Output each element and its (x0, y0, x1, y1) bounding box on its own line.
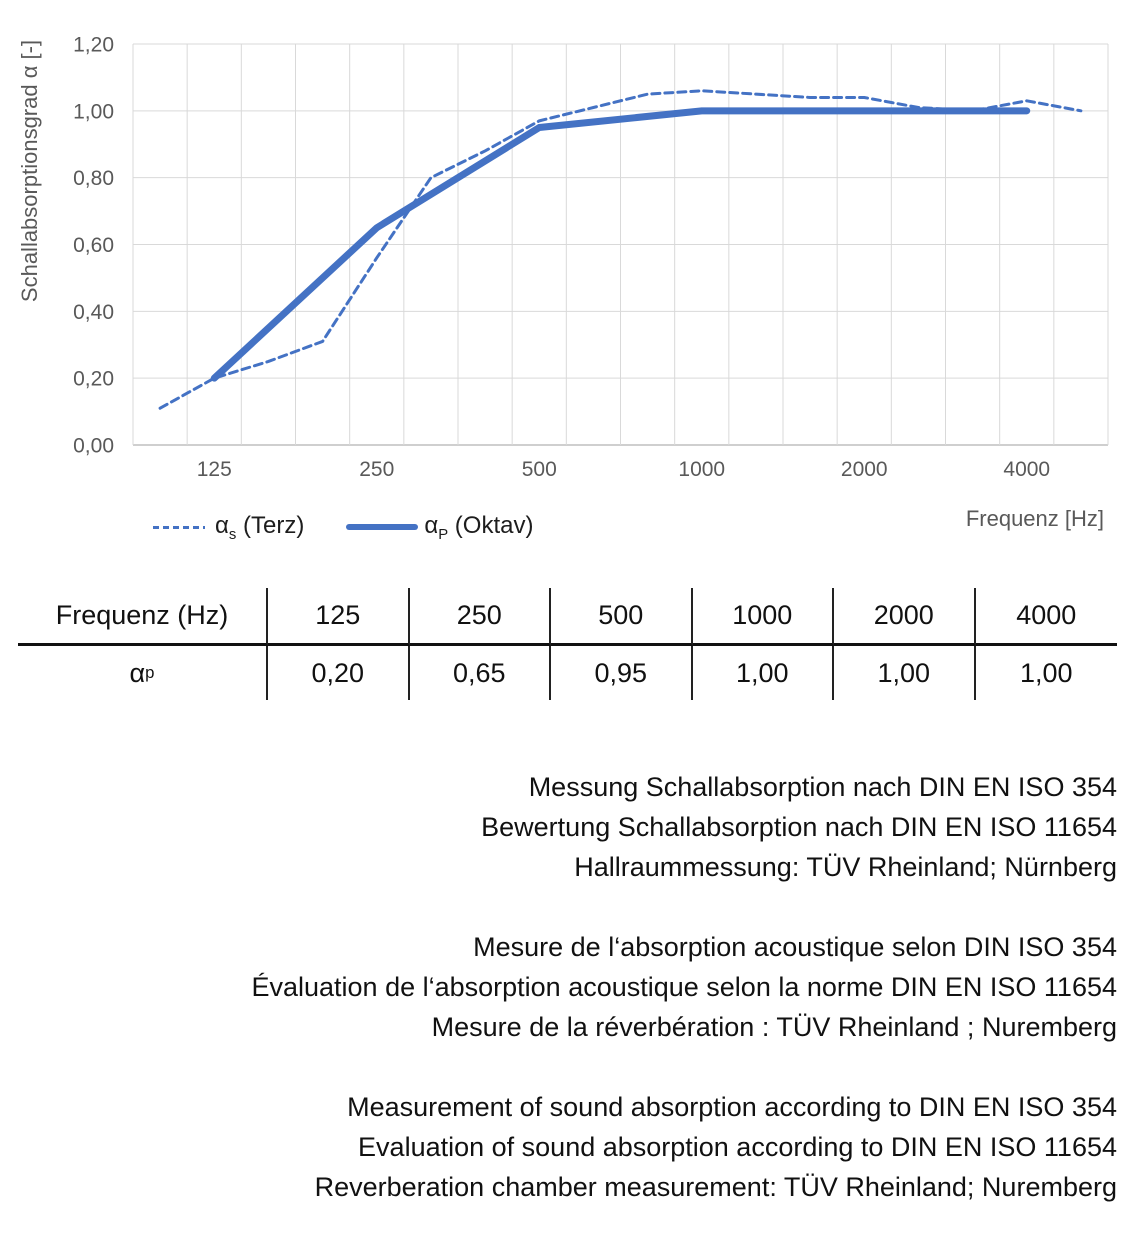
chart-plot-area: 0,00 0,20 0,40 0,60 0,80 1,00 1,20 125 250 500 100… (73, 34, 1109, 481)
y-tick-label: 1,00 (73, 100, 114, 123)
alpha-symbol: α (129, 657, 146, 688)
table-header-freq-125: 125 (268, 588, 410, 646)
oktav-solid-line-sample (346, 524, 419, 531)
legend-item-oktav: αP (Oktav) (346, 512, 533, 543)
table-header-freq-4000: 4000 (975, 588, 1117, 646)
legend-terz-symbol: α (215, 512, 229, 539)
table-value-250: 0,65 (410, 646, 551, 700)
x-tick-label: 125 (197, 458, 232, 481)
y-tick-label: 0,60 (73, 234, 114, 257)
table-value-1000: 1,00 (693, 646, 834, 700)
note-english-line-2: Evaluation of sound absorption according… (358, 1132, 1117, 1162)
legend-label-oktav: αP (Oktav) (424, 512, 533, 543)
chart-legend: αs (Terz) αP (Oktav) (153, 512, 533, 543)
table-header-frequency: Frequenz (Hz) (18, 588, 268, 646)
x-tick-label: 4000 (1003, 458, 1050, 481)
note-english-line-1: Measurement of sound absorption accordin… (347, 1092, 1117, 1122)
legend-terz-subscript: s (228, 526, 237, 543)
alpha-subscript: p (145, 663, 155, 682)
legend-oktav-text: (Oktav) (448, 512, 534, 539)
x-tick-label: 2000 (841, 458, 888, 481)
note-german-line-1: Messung Schallabsorption nach DIN EN ISO… (528, 772, 1117, 802)
table-value-500: 0,95 (551, 646, 693, 700)
legend-item-terz: αs (Terz) (153, 512, 304, 543)
x-tick-label: 1000 (678, 458, 725, 481)
acoustic-absorption-datasheet: Schallabsorptionsgrad α [-] 0,00 0,20 0,40… (0, 0, 1135, 1207)
table-value-2000: 1,00 (834, 646, 976, 700)
y-tick-label: 1,20 (73, 34, 114, 57)
terz-dashed-line-sample (153, 525, 205, 529)
oktav-series-line (210, 107, 1031, 382)
table-header-freq-500: 500 (551, 588, 693, 646)
note-block-french: Mesure de l‘absorption acoustique selon … (0, 927, 1117, 1047)
legend-label-terz: αs (Terz) (215, 512, 304, 543)
note-english-line-3: Reverberation chamber measurement: TÜV R… (314, 1172, 1117, 1202)
table-value-4000: 1,00 (1019, 657, 1073, 688)
table-header-freq-250: 250 (409, 588, 551, 646)
note-block-english: Measurement of sound absorption accordin… (0, 1087, 1117, 1207)
note-french-line-1: Mesure de l‘absorption acoustique selon … (473, 932, 1117, 962)
table-header-freq-1000: 1000 (692, 588, 834, 646)
note-german-line-3: Hallraummessung: TÜV Rheinland; Nürnberg (574, 852, 1117, 882)
legend-oktav-symbol: α (424, 512, 439, 539)
note-french-line-3: Mesure de la réverbération : TÜV Rheinla… (431, 1012, 1117, 1042)
x-tick-label: 500 (522, 458, 557, 481)
legend-oktav-subscript: P (438, 526, 449, 543)
legend-terz-text: (Terz) (236, 512, 305, 539)
note-german-line-2: Bewertung Schallabsorption nach DIN EN I… (481, 812, 1117, 842)
table-header-freq-2000: 2000 (834, 588, 976, 646)
y-tick-label: 0,00 (73, 435, 114, 458)
y-tick-label: 0,20 (73, 368, 114, 391)
note-block-german: Messung Schallabsorption nach DIN EN ISO… (0, 767, 1117, 887)
measurement-notes: Messung Schallabsorption nach DIN EN ISO… (0, 767, 1117, 1207)
x-tick-label: 250 (359, 458, 394, 481)
y-tick-label: 0,40 (73, 301, 114, 324)
note-french-line-2: Évaluation de l‘absorption acoustique se… (251, 972, 1117, 1002)
y-tick-label: 0,80 (73, 167, 114, 190)
table-value-125: 0,20 (268, 646, 410, 700)
x-axis-title: Frequenz [Hz] (965, 506, 1104, 531)
absorption-chart: Schallabsorptionsgrad α [-] 0,00 0,20 0,40… (0, 0, 1135, 548)
absorption-table: Frequenz (Hz) 125 250 500 1000 2000 4000… (18, 588, 1135, 700)
